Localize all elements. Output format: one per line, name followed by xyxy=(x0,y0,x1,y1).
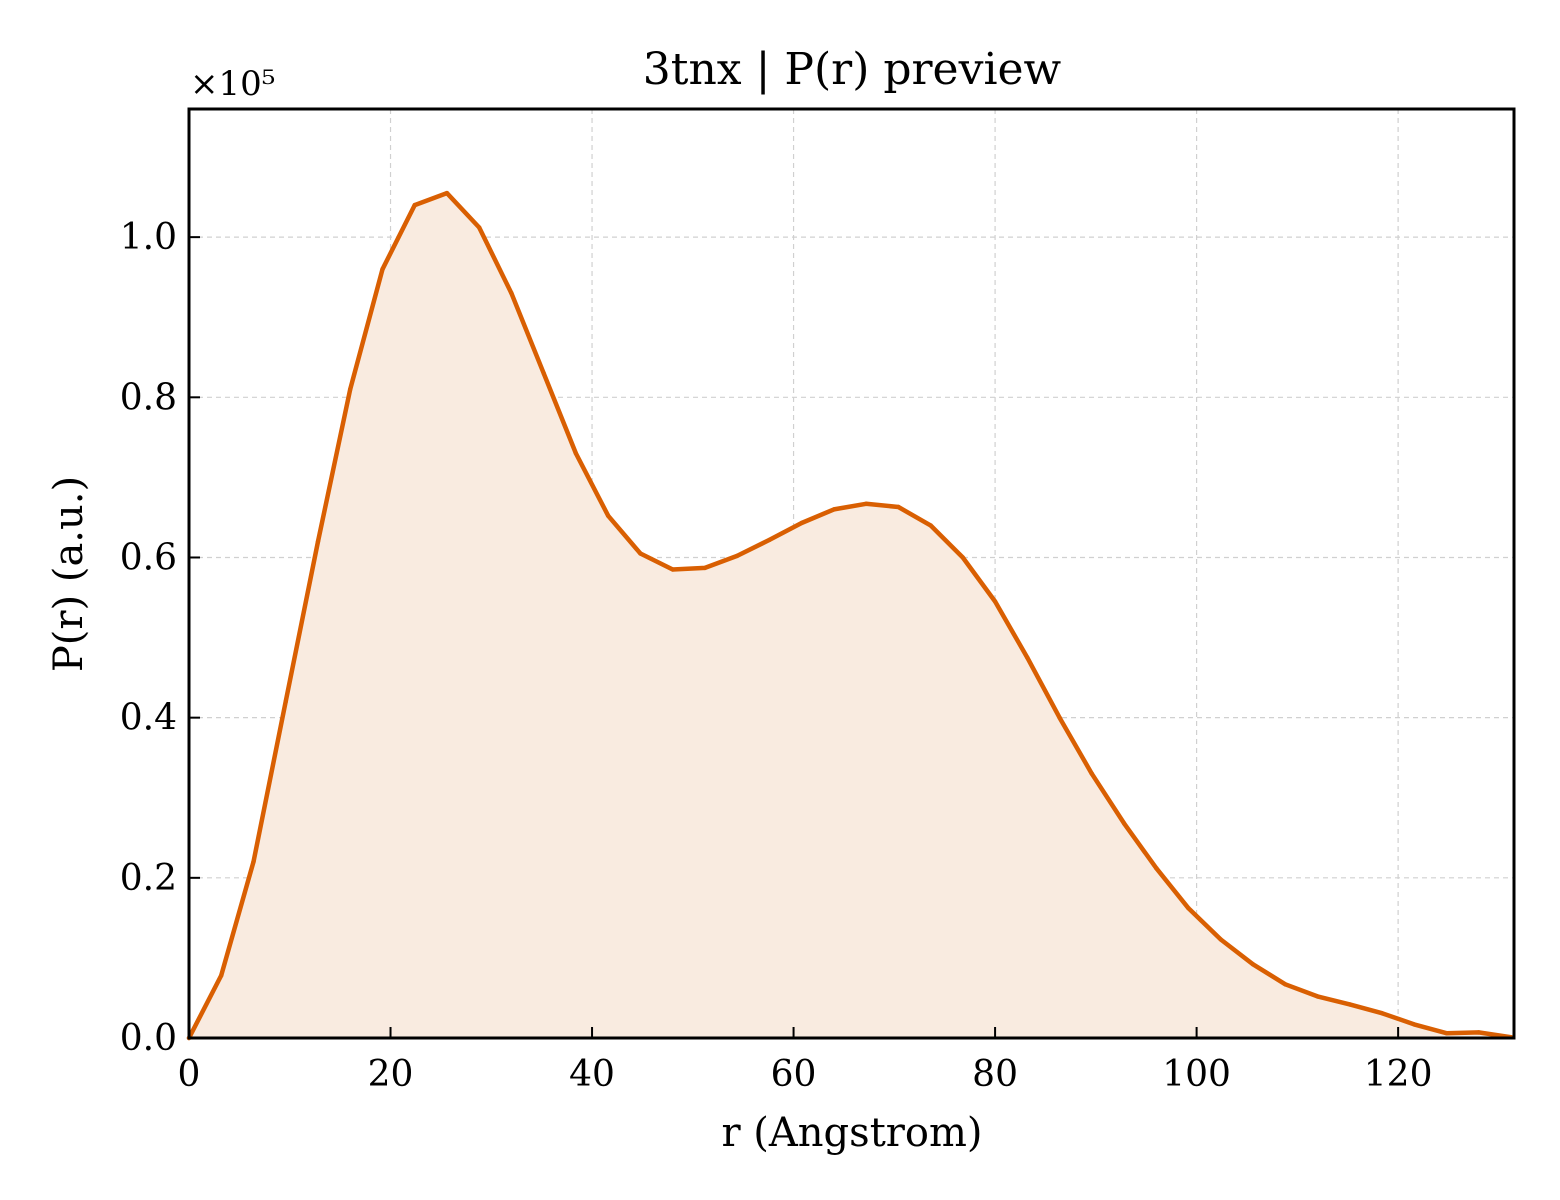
x-tick-label: 100 xyxy=(1162,1054,1231,1095)
data-point xyxy=(1444,1031,1449,1036)
x-tick-label: 80 xyxy=(972,1054,1018,1095)
x-tick-label: 120 xyxy=(1364,1054,1433,1095)
pr-area-fill xyxy=(189,193,1511,1039)
data-point xyxy=(606,513,611,518)
data-point xyxy=(1089,771,1095,776)
data-point xyxy=(1057,715,1062,720)
data-point xyxy=(1025,655,1030,660)
data-point xyxy=(251,859,256,864)
x-axis-label: r (Angstrom) xyxy=(721,1110,982,1156)
x-tick-label: 60 xyxy=(771,1054,817,1095)
y-tick-label: 0.6 xyxy=(120,537,177,578)
data-point xyxy=(315,539,321,544)
data-point xyxy=(1283,982,1288,987)
y-axis-offset-label: ×10⁵ xyxy=(190,64,275,104)
pr-line xyxy=(186,190,1514,1041)
y-tick-label: 0.4 xyxy=(120,698,177,739)
data-point xyxy=(863,501,869,506)
data-point xyxy=(412,202,417,208)
data-point xyxy=(1186,906,1191,911)
data-point xyxy=(670,567,675,572)
y-axis-label: P(r) (a.u.) xyxy=(46,476,92,672)
data-point xyxy=(541,371,546,376)
data-point xyxy=(219,973,224,978)
data-point xyxy=(896,504,901,510)
data-point xyxy=(1476,1030,1481,1035)
y-tick-label: 0.8 xyxy=(120,377,177,418)
x-tick-label: 0 xyxy=(178,1054,201,1095)
y-tick-label: 1.0 xyxy=(120,217,177,258)
data-point xyxy=(1154,866,1159,871)
data-point xyxy=(509,291,514,296)
data-point xyxy=(1218,937,1224,942)
data-point xyxy=(283,699,288,704)
data-point xyxy=(1121,821,1127,826)
data-point xyxy=(831,507,837,512)
data-point xyxy=(348,387,353,392)
data-point xyxy=(1379,1011,1385,1016)
chart-title: 3tnx | P(r) preview xyxy=(643,44,1062,95)
data-point xyxy=(928,523,933,528)
y-tick-label: 0.0 xyxy=(120,1018,177,1059)
data-point xyxy=(702,565,708,571)
x-tick-label: 20 xyxy=(368,1054,414,1095)
data-point xyxy=(1412,1022,1417,1027)
data-point xyxy=(444,190,450,196)
data-point xyxy=(992,599,998,604)
data-point xyxy=(1315,994,1320,999)
data-point xyxy=(573,451,579,456)
data-point xyxy=(960,555,965,560)
data-point xyxy=(1347,1002,1353,1007)
data-point xyxy=(799,520,804,526)
data-point xyxy=(767,537,772,543)
x-tick-label: 40 xyxy=(569,1054,615,1095)
plot-frame xyxy=(187,107,1516,1040)
data-point xyxy=(380,267,385,272)
data-point xyxy=(734,553,740,559)
data-point xyxy=(477,225,482,230)
data-point xyxy=(638,551,643,556)
y-tick-label: 0.2 xyxy=(120,858,177,899)
data-point xyxy=(1250,962,1256,967)
